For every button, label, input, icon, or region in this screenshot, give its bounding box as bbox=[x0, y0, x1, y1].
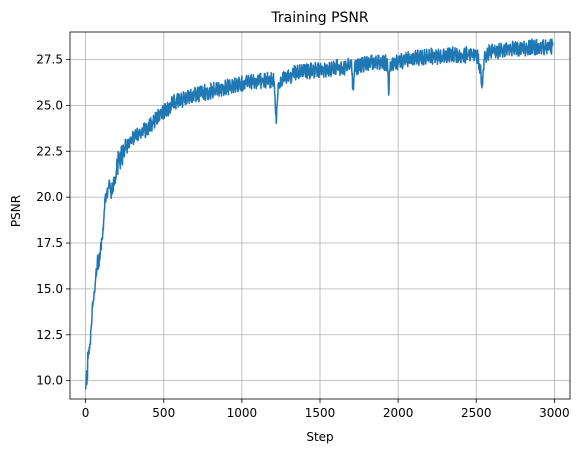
x-axis-label: Step bbox=[306, 430, 333, 444]
y-tick-label: 20.0 bbox=[36, 190, 63, 204]
y-tick-label: 22.5 bbox=[36, 144, 63, 158]
x-tick-label: 500 bbox=[152, 406, 175, 420]
chart-title: Training PSNR bbox=[270, 10, 368, 26]
y-axis-label: PSNR bbox=[9, 195, 23, 227]
x-tick-label: 0 bbox=[82, 406, 90, 420]
series-layer bbox=[84, 38, 554, 390]
x-tick-label: 1500 bbox=[305, 406, 336, 420]
x-tick-label: 2000 bbox=[383, 406, 414, 420]
y-tick-label: 25.0 bbox=[36, 98, 63, 112]
grid bbox=[70, 32, 570, 399]
x-tick-label: 1000 bbox=[227, 406, 258, 420]
y-tick-label: 10.0 bbox=[36, 374, 63, 388]
x-tick-label: 2500 bbox=[461, 406, 492, 420]
x-tick-label: 3000 bbox=[539, 406, 570, 420]
y-tick-label: 15.0 bbox=[36, 282, 63, 296]
y-tick-label: 17.5 bbox=[36, 236, 63, 250]
y-tick-label: 12.5 bbox=[36, 328, 63, 342]
series-line bbox=[84, 38, 554, 390]
ticks: 0 500 1000 1500 2000 2500 3000 10.0 12.5 15.0 17.5… bbox=[36, 53, 569, 420]
y-tick-label: 27.5 bbox=[36, 53, 63, 67]
